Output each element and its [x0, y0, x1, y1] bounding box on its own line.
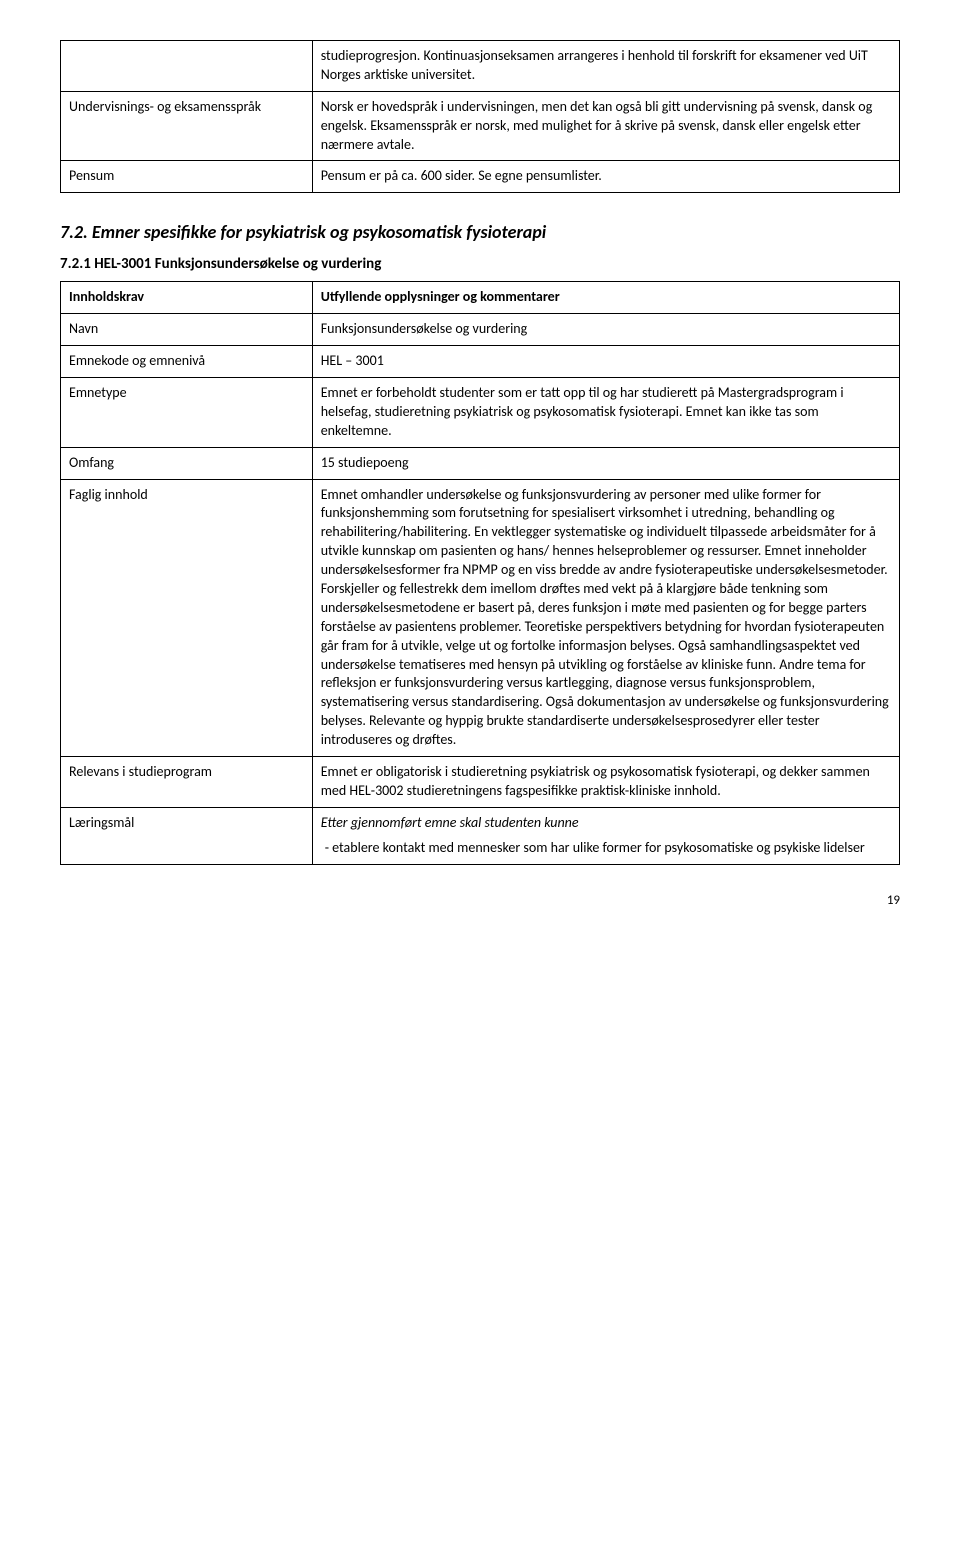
cell-label: Emnetype: [61, 378, 313, 448]
table-row: Undervisnings- og eksamensspråkNorsk er …: [61, 91, 900, 161]
cell-label: Læringsmål: [61, 807, 313, 864]
table-row: Omfang15 studiepoeng: [61, 447, 900, 479]
cell-label: Navn: [61, 314, 313, 346]
table-top: studieprogresjon. Kontinuasjonseksamen a…: [60, 40, 900, 193]
table-row: Faglig innholdEmnet omhandler undersøkel…: [61, 479, 900, 756]
table-row: Relevans i studieprogramEmnet er obligat…: [61, 757, 900, 808]
cell-value: Norsk er hovedspråk i undervisningen, me…: [312, 91, 899, 161]
sub-heading: 7.2.1 HEL-3001 Funksjonsundersøkelse og …: [60, 255, 900, 273]
cell-label: Emnekode og emnenivå: [61, 346, 313, 378]
cell-value: 15 studiepoeng: [312, 447, 899, 479]
cell-value: Utfyllende opplysninger og kommentarer: [312, 282, 899, 314]
cell-value: Emnet er obligatorisk i studieretning ps…: [312, 757, 899, 808]
list-item: etablere kontakt med mennesker som har u…: [339, 839, 891, 858]
table-main: InnholdskravUtfyllende opplysninger og k…: [60, 281, 900, 864]
cell-label: Omfang: [61, 447, 313, 479]
bullet-list: etablere kontakt med mennesker som har u…: [321, 839, 891, 858]
cell-value: Emnet er forbeholdt studenter som er tat…: [312, 378, 899, 448]
table-row: studieprogresjon. Kontinuasjonseksamen a…: [61, 41, 900, 92]
cell-label: Undervisnings- og eksamensspråk: [61, 91, 313, 161]
cell-value: Funksjonsundersøkelse og vurdering: [312, 314, 899, 346]
cell-value: studieprogresjon. Kontinuasjonseksamen a…: [312, 41, 899, 92]
cell-value: Emnet omhandler undersøkelse og funksjon…: [312, 479, 899, 756]
cell-label: Relevans i studieprogram: [61, 757, 313, 808]
cell-label: Pensum: [61, 161, 313, 193]
table-row: InnholdskravUtfyllende opplysninger og k…: [61, 282, 900, 314]
section-heading: 7.2. Emner spesifikke for psykiatrisk og…: [60, 221, 900, 243]
table-row: EmnetypeEmnet er forbeholdt studenter so…: [61, 378, 900, 448]
learning-goal-lead: Etter gjennomført emne skal studenten ku…: [321, 814, 891, 833]
table-row: NavnFunksjonsundersøkelse og vurdering: [61, 314, 900, 346]
cell-value: HEL – 3001: [312, 346, 899, 378]
cell-value: Etter gjennomført emne skal studenten ku…: [312, 807, 899, 864]
table-row: Emnekode og emnenivåHEL – 3001: [61, 346, 900, 378]
cell-label: Innholdskrav: [61, 282, 313, 314]
table-row: PensumPensum er på ca. 600 sider. Se egn…: [61, 161, 900, 193]
page-number: 19: [60, 893, 900, 908]
cell-label: [61, 41, 313, 92]
table-row: Læringsmål Etter gjennomført emne skal st…: [61, 807, 900, 864]
cell-label: Faglig innhold: [61, 479, 313, 756]
cell-value: Pensum er på ca. 600 sider. Se egne pens…: [312, 161, 899, 193]
